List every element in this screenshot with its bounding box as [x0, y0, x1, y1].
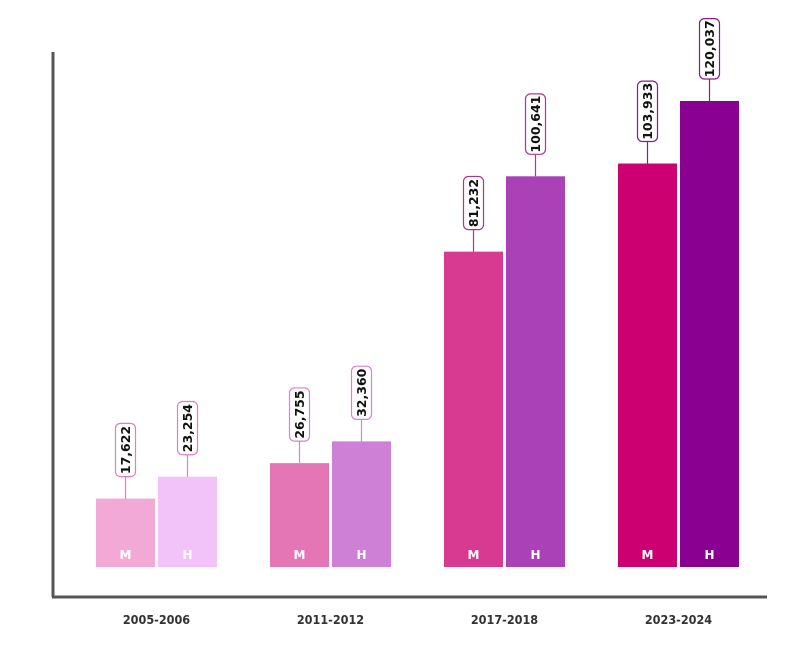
bar-h-2017-2018: [506, 176, 565, 567]
data-label-box: [350, 365, 373, 420]
data-label-value: 81,232: [466, 179, 481, 227]
data-label-box: [114, 422, 137, 478]
bar-series-letter: H: [356, 548, 366, 562]
data-labels-layer: 17,622 23,254 26,755 32,360 81,232 100,641 103…: [114, 18, 721, 499]
bar-series-letter: H: [530, 548, 540, 562]
x-tick-labels: 2005-2006 2011-2012 2017-2018 2023-2024: [123, 612, 712, 627]
data-label-box: [524, 93, 547, 155]
x-tick-label: 2011-2012: [297, 612, 364, 627]
bar-series-letter: H: [704, 548, 714, 562]
data-label-value: 103,933: [640, 83, 655, 140]
data-label-box: [462, 175, 485, 231]
data-label-box: [288, 387, 311, 442]
bar-series-letter: M: [120, 548, 132, 562]
bar-series-letter: M: [294, 548, 306, 562]
data-label-box: [698, 18, 721, 80]
bar-m-2005-2006: [96, 498, 155, 567]
data-label-value: 120,037: [702, 20, 717, 77]
x-tick-label: 2005-2006: [123, 612, 190, 627]
bar-h-2005-2006: [158, 476, 217, 567]
bar-h-2011-2012: [332, 441, 391, 567]
data-label-box: [176, 400, 199, 456]
data-label-box: [636, 80, 659, 143]
data-label-value: 17,622: [118, 426, 133, 474]
bar-h-2023-2024: [680, 101, 739, 567]
bar-m-2017-2018: [444, 251, 503, 567]
data-label-value: 26,755: [292, 390, 307, 438]
bar-m-2011-2012: [270, 463, 329, 567]
x-tick-label: 2017-2018: [471, 612, 538, 627]
x-tick-label: 2023-2024: [645, 612, 712, 627]
bar-series-letter: H: [182, 548, 192, 562]
data-label-value: 32,360: [354, 368, 369, 417]
data-label-value: 100,641: [528, 96, 543, 153]
bar-series-letter: M: [642, 548, 654, 562]
bar-m-2023-2024: [618, 163, 677, 567]
bar-series-letter: M: [468, 548, 480, 562]
data-label-value: 23,254: [180, 404, 195, 453]
